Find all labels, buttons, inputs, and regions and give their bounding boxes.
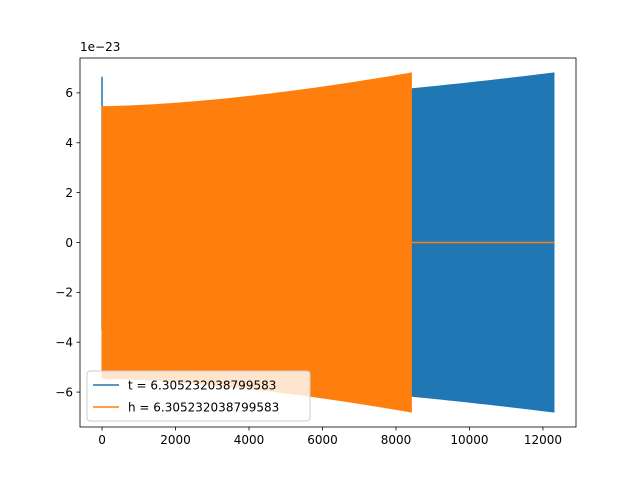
legend: t = 6.305232038799583 h = 6.3052320387995… <box>86 370 311 422</box>
x-axis: 0 2000 4000 6000 8000 10000 12000 <box>98 427 562 447</box>
y-tick-label: 2 <box>65 186 73 200</box>
y-tick-label: −4 <box>55 336 73 350</box>
x-tick-label: 4000 <box>234 433 265 447</box>
legend-box <box>86 370 311 422</box>
plot-area <box>101 72 555 413</box>
x-tick-label: 10000 <box>450 433 488 447</box>
series-h-band <box>101 72 412 413</box>
y-axis: −6 −4 −2 0 2 4 6 <box>55 86 80 399</box>
y-tick-label: −6 <box>55 385 73 399</box>
y-tick-label: 0 <box>65 236 73 250</box>
x-tick-label: 12000 <box>524 433 562 447</box>
x-tick-label: 2000 <box>160 433 191 447</box>
y-tick-label: −2 <box>55 286 73 300</box>
legend-label: h = 6.305232038799583 <box>128 401 279 415</box>
y-tick-label: 4 <box>65 136 73 150</box>
x-tick-label: 6000 <box>307 433 338 447</box>
x-tick-label: 8000 <box>381 433 412 447</box>
y-tick-label: 6 <box>65 86 73 100</box>
x-tick-label: 0 <box>98 433 106 447</box>
y-offset-text: 1e−23 <box>80 40 120 54</box>
legend-label: t = 6.305232038799583 <box>128 379 276 393</box>
